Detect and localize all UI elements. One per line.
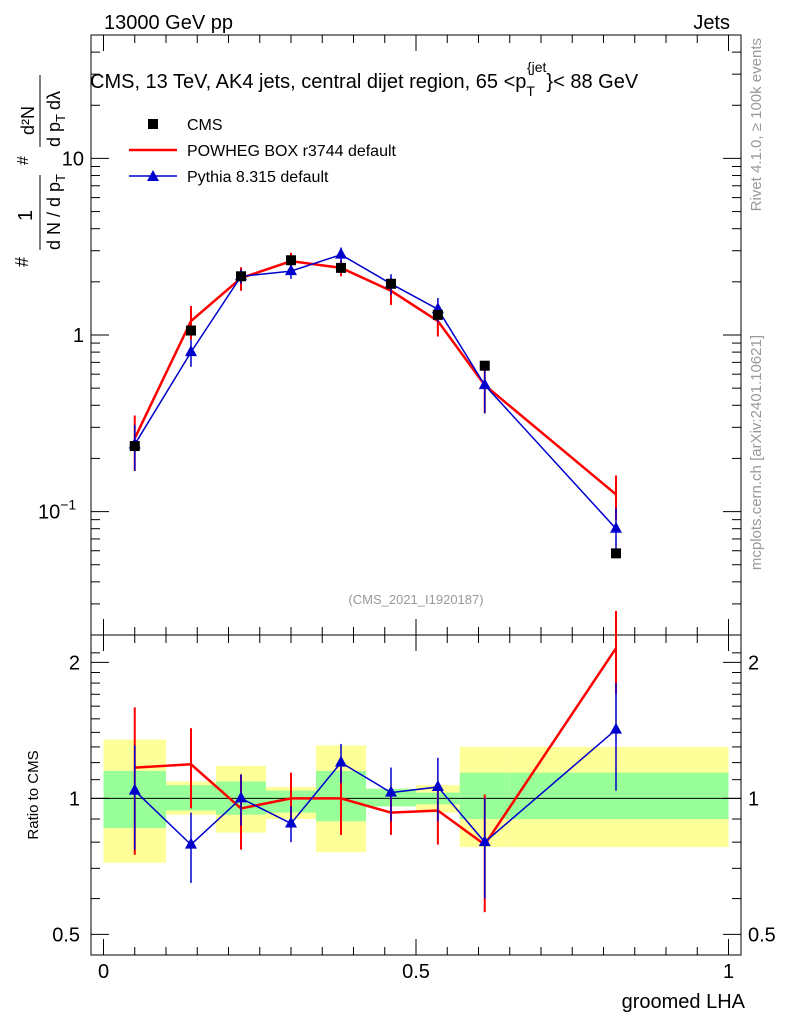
pythia-ratio-point [385,785,397,797]
ylabel-frac-den: d N / d pT [44,174,68,250]
main-axis-ticks: 10−1 1 10 [38,34,741,636]
x-tick-label: 1 [723,961,734,983]
mcplots-label: mcplots.cern.ch [arXiv:2401.10621] [748,335,765,570]
legend-cms-marker [148,119,158,129]
ylabel-deriv-num: d²N [18,106,38,135]
pythia-series [128,247,622,558]
main-y-axis-label: # 1 d N / d pT # d²N d pTdλ [12,75,68,267]
ratio-y-tick-label-right: 0.5 [748,924,776,946]
powheg-series [133,252,617,520]
cms-point [386,278,396,289]
x-axis-label: groomed LHA [622,991,746,1013]
pythia-ratio-point [185,837,197,849]
cms-point [611,548,621,559]
x-axis-ticks: 0 0.5 1 [98,35,734,983]
pythia-ratio-point [335,755,347,767]
ratio-band-inner [509,772,729,820]
pythia-ratio-series [128,683,622,899]
legend-pythia-label: Pythia 8.315 default [187,169,329,186]
main-y-tick-label: 10 [62,148,84,170]
pythia-point [185,345,197,357]
cms-point [286,255,296,266]
main-y-tick-label: 10−1 [38,497,76,524]
pythia-ratio-point [478,835,491,847]
cms-point [236,271,246,282]
rivet-label: Rivet 4.1.0, ≥ 100k events [748,38,765,211]
cms-series [129,255,621,559]
ylabel-frac-num: 1 [15,210,37,221]
main-y-tick-label: 1 [73,325,84,347]
ylabel-hash-2: # [15,156,32,165]
header-left: 13000 GeV pp [104,12,233,34]
pythia-ratio-point [128,783,141,795]
powheg-line [133,259,617,496]
watermark: (CMS_2021_I1920187) [348,592,483,607]
ratio-y-axis-label: Ratio to CMS [25,750,42,839]
cms-point [186,325,196,336]
ratio-y-tick-label: 0.5 [52,924,80,946]
pythia-ratio-point [610,722,622,734]
ratio-y-tick-label: 2 [69,652,80,674]
ratio-uncertainty-bands [103,739,729,863]
cms-point [432,309,443,320]
legend-pythia-marker [147,170,159,181]
cms-point [129,441,140,452]
header-right: Jets [693,12,730,34]
pythia-ratio-point [285,816,297,828]
pythia-ratio-point [235,791,247,803]
x-tick-label: 0.5 [402,961,430,983]
ratio-y-tick-label-right: 1 [748,788,759,810]
x-tick-label: 0 [98,961,109,983]
pythia-point [478,378,491,390]
pythia-point [285,264,297,276]
pythia-point [335,247,347,259]
pythia-point [610,521,622,533]
legend-powheg-label: POWHEG BOX r3744 default [187,143,397,160]
pythia-line [134,253,617,530]
chart-title: CMS, 13 TeV, AK4 jets, central dijet reg… [90,59,639,99]
ylabel-hash-1: # [12,257,32,267]
ratio-y-tick-label: 1 [69,788,80,810]
legend-cms-label: CMS [187,117,223,134]
pythia-ratio-point [431,779,444,791]
ylabel-deriv-den: d pTdλ [44,91,68,147]
cms-point [479,360,490,371]
legend: CMS POWHEG BOX r3744 default Pythia 8.31… [129,117,397,186]
cms-point [336,262,346,273]
ratio-y-tick-label-right: 2 [748,652,759,674]
